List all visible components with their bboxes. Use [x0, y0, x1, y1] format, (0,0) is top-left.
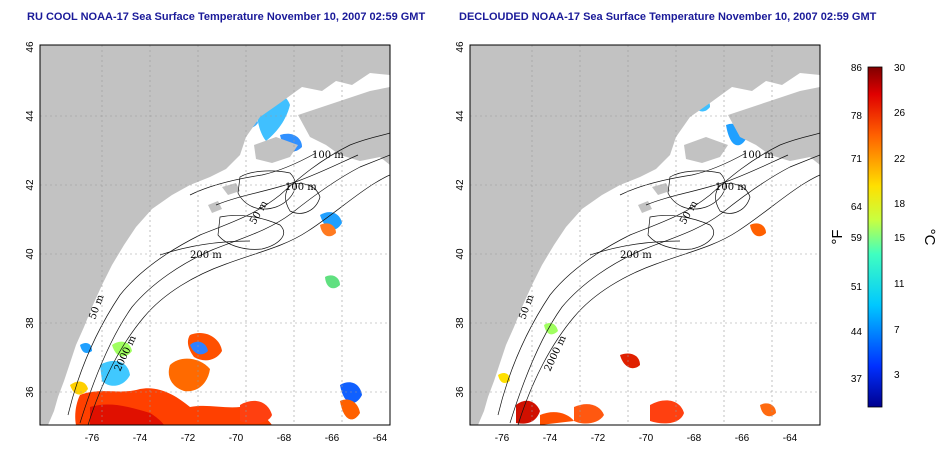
fahrenheit-unit-label: °F — [829, 229, 846, 244]
colorbar-fahrenheit-ticks: 86 78 71 64 59 51 44 37 — [851, 63, 863, 385]
colorbar-celsius-ticks: 30 26 22 18 15 11 7 3 — [894, 63, 906, 381]
right-lat-tick-40: 40 — [455, 248, 466, 260]
c-tick-11: 11 — [894, 279, 905, 290]
right-lat-tick-42: 42 — [455, 179, 466, 191]
right-lon-tick-74: -74 — [543, 433, 558, 444]
left-lon-tick-70: -70 — [229, 433, 244, 444]
left-lon-tick-64: -64 — [373, 433, 388, 444]
f-tick-59: 59 — [851, 233, 863, 244]
right-lon-tick-70: -70 — [639, 433, 654, 444]
left-lat-tick-40: 40 — [25, 248, 36, 260]
right-map-canvas — [470, 45, 820, 425]
right-lon-tick-76: -76 — [495, 433, 510, 444]
right-lon-tick-72: -72 — [591, 433, 606, 444]
right-map-title: DECLOUDED NOAA-17 Sea Surface Temperatur… — [459, 11, 877, 23]
f-tick-51: 51 — [851, 282, 863, 293]
left-contour-label-100m-a: 100 m — [312, 150, 344, 161]
left-map-canvas — [40, 45, 390, 425]
right-contour-label-200m: 200 m — [620, 250, 652, 261]
c-tick-26: 26 — [894, 108, 906, 119]
c-tick-30: 30 — [894, 63, 906, 74]
left-map-title: RU COOL NOAA-17 Sea Surface Temperature … — [27, 11, 426, 23]
right-lon-tick-64: -64 — [783, 433, 798, 444]
right-contour-label-100m-b: 100 m — [715, 182, 747, 193]
left-map-panel: 100 m 100 m 50 m 200 m 50 m 2000 m -76 -… — [25, 41, 391, 444]
left-contour-label-200m: 200 m — [190, 250, 222, 261]
right-lon-tick-66: -66 — [735, 433, 750, 444]
right-lat-tick-46: 46 — [455, 41, 466, 53]
left-lon-tick-68: -68 — [277, 433, 292, 444]
f-tick-71: 71 — [851, 154, 863, 165]
f-tick-64: 64 — [851, 202, 863, 213]
c-tick-15: 15 — [894, 233, 906, 244]
right-lat-tick-38: 38 — [455, 317, 466, 329]
left-lat-tick-44: 44 — [25, 110, 36, 122]
right-contour-label-100m-a: 100 m — [742, 150, 774, 161]
f-tick-86: 86 — [851, 63, 863, 74]
left-lat-tick-42: 42 — [25, 179, 36, 191]
left-lon-tick-66: -66 — [325, 433, 340, 444]
temperature-colorbar: 86 78 71 64 59 51 44 37 30 26 22 18 15 1… — [829, 63, 938, 408]
right-lon-tick-68: -68 — [687, 433, 702, 444]
colorbar-gradient — [867, 66, 883, 408]
left-lon-axis: -76 -74 -72 -70 -68 -66 -64 — [85, 433, 388, 444]
c-tick-7: 7 — [894, 325, 900, 336]
c-tick-3: 3 — [894, 370, 900, 381]
f-tick-37: 37 — [851, 374, 863, 385]
c-tick-22: 22 — [894, 154, 906, 165]
right-lon-axis: -76 -74 -72 -70 -68 -66 -64 — [495, 433, 798, 444]
left-lat-tick-38: 38 — [25, 317, 36, 329]
c-tick-18: 18 — [894, 199, 906, 210]
f-tick-78: 78 — [851, 111, 863, 122]
left-lat-tick-36: 36 — [25, 386, 36, 398]
left-lat-tick-46: 46 — [25, 41, 36, 53]
right-lat-axis: 36 38 40 42 44 46 — [455, 41, 466, 398]
right-map-panel: 100 m 100 m 50 m 200 m 50 m 2000 m -76 -… — [455, 41, 821, 444]
right-lat-tick-44: 44 — [455, 110, 466, 122]
left-lon-tick-74: -74 — [133, 433, 148, 444]
right-lat-tick-36: 36 — [455, 386, 466, 398]
f-tick-44: 44 — [851, 327, 863, 338]
celsius-unit-label: °C — [921, 229, 938, 246]
left-lon-tick-72: -72 — [181, 433, 196, 444]
left-lon-tick-76: -76 — [85, 433, 100, 444]
left-contour-label-100m-b: 100 m — [285, 182, 317, 193]
left-lat-axis: 36 38 40 42 44 46 — [25, 41, 36, 398]
